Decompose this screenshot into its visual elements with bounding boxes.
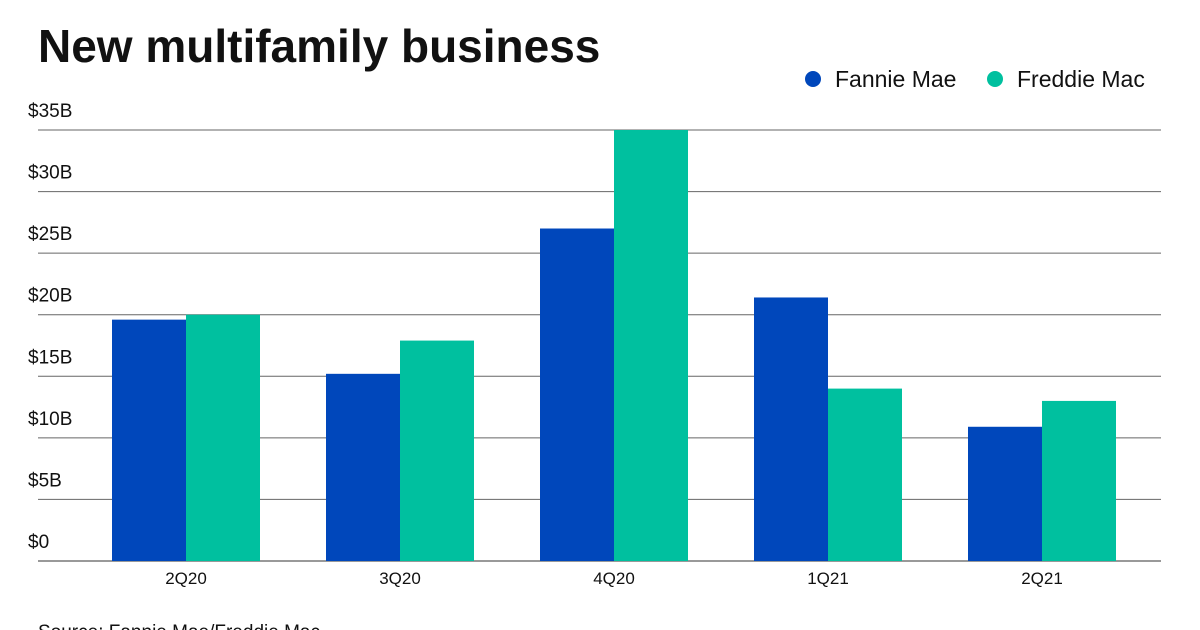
- y-tick-label: $5B: [28, 470, 62, 491]
- bar: [400, 340, 474, 561]
- source-note: Source: Fannie Mae/Freddie Mac: [38, 622, 320, 630]
- legend-marker: [805, 71, 821, 87]
- bar: [186, 314, 260, 561]
- y-tick-label: $20B: [28, 286, 72, 307]
- bar: [540, 228, 614, 561]
- x-tick-label: 2Q20: [165, 569, 207, 588]
- x-tick-label: 2Q21: [1021, 569, 1063, 588]
- bar: [614, 130, 688, 561]
- y-tick-label: $25B: [28, 224, 72, 245]
- legend-label: Freddie Mac: [1017, 66, 1145, 92]
- y-tick-label: $0: [28, 532, 49, 553]
- bar: [1042, 400, 1116, 561]
- legend-label: Fannie Mae: [835, 66, 956, 92]
- chart-title: New multifamily business: [38, 20, 600, 72]
- y-tick-label: $10B: [28, 409, 72, 430]
- bar: [754, 297, 828, 561]
- x-tick-label: 3Q20: [379, 569, 421, 588]
- x-tick-label: 4Q20: [593, 569, 635, 588]
- bar: [112, 319, 186, 561]
- y-tick-label: $30B: [28, 163, 72, 184]
- y-tick-label: $35B: [28, 101, 72, 122]
- y-tick-label: $15B: [28, 347, 72, 368]
- bar: [326, 373, 400, 561]
- legend-marker: [987, 71, 1003, 87]
- bar: [968, 426, 1042, 561]
- bar: [828, 388, 902, 561]
- x-tick-label: 1Q21: [807, 569, 849, 588]
